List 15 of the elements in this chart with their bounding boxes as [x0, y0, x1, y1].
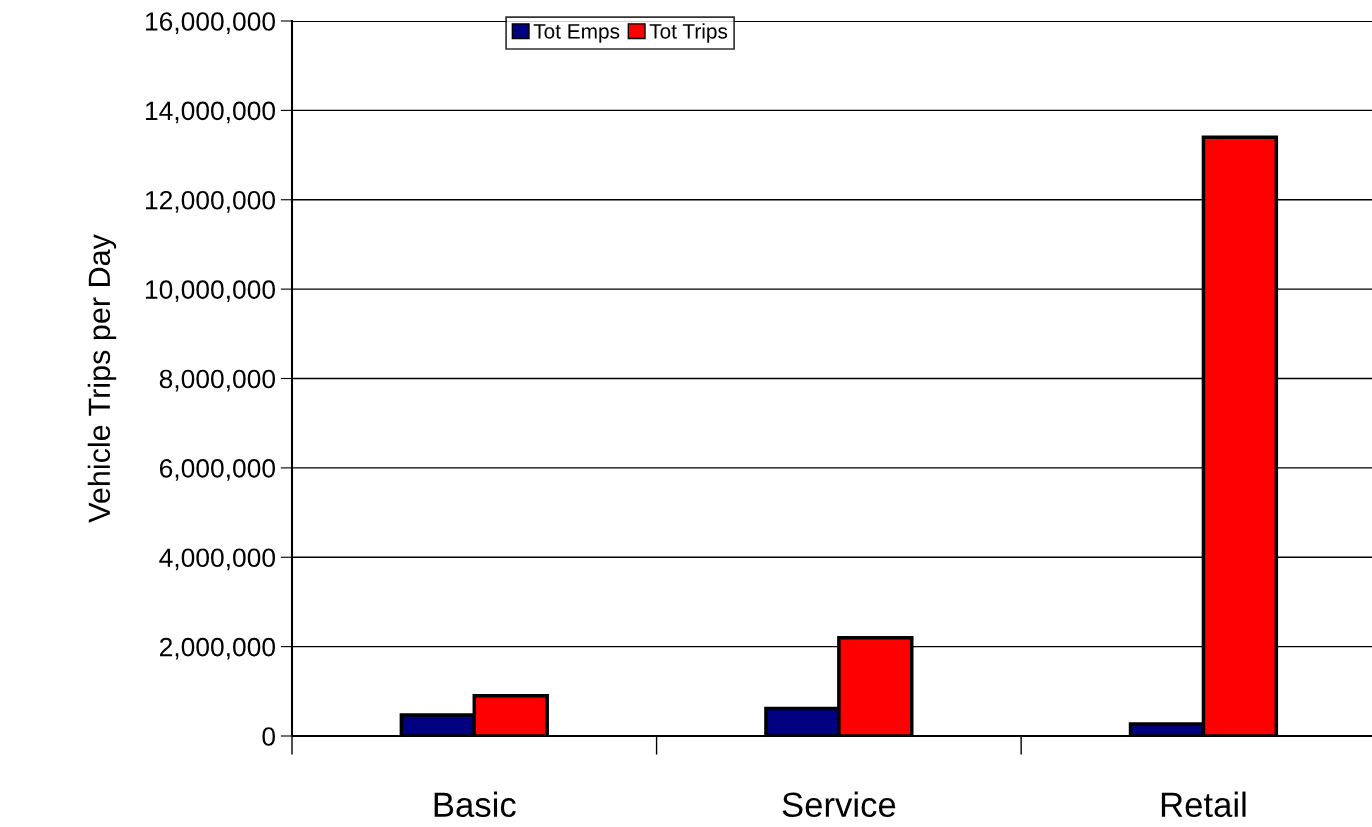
y-tick-label: 0	[262, 727, 275, 746]
y-tick-label: 16,000,000	[145, 12, 276, 34]
x-tick-label: Retail	[1161, 791, 1246, 818]
x-tick-label: Service	[782, 791, 896, 818]
legend-label: Tot Emps	[533, 24, 620, 43]
y-tick-label: 8,000,000	[159, 369, 276, 392]
y-tick-label: 4,000,000	[159, 548, 276, 571]
legend-label: Tot Trips	[649, 23, 728, 43]
y-tick-label: 6,000,000	[159, 459, 276, 481]
y-tick-label: 12,000,000	[145, 190, 276, 213]
y-axis-title: Vehicle Trips per Day	[87, 234, 117, 523]
x-tick-label: Basic	[434, 791, 516, 818]
y-tick-label: 14,000,000	[145, 101, 276, 124]
y-tick-label: 10,000,000	[145, 280, 276, 303]
y-tick-label: 2,000,000	[159, 637, 276, 660]
